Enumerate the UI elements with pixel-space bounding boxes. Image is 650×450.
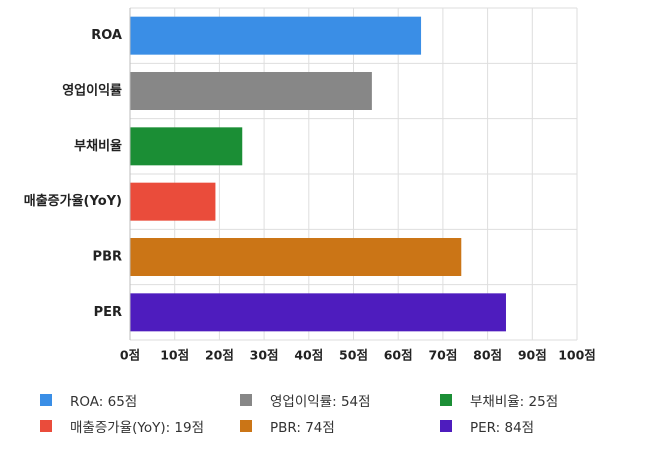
x-tick-label: 80점 — [473, 348, 502, 363]
bar — [130, 293, 506, 332]
legend-label: ROA: 65점 — [70, 394, 138, 410]
legend-item: 부채비율: 25점 — [440, 390, 640, 410]
category-label: 영업이익률 — [62, 83, 122, 99]
category-label: PER — [94, 305, 122, 320]
category-label: 매출증가율(YoY) — [24, 193, 122, 209]
legend-item: PER: 84점 — [440, 416, 640, 436]
x-tick-label: 60점 — [384, 348, 413, 363]
grid-lines — [129, 7, 578, 341]
legend-item: ROA: 65점 — [40, 390, 240, 410]
value-axis: 0점 10점 20점 30점 40점 50점 60점 70점 80점 90점 100점 — [120, 348, 596, 363]
legend-swatch — [440, 394, 452, 406]
category-label: 부채비율 — [74, 138, 122, 154]
x-tick-label: 20점 — [205, 348, 234, 363]
x-tick-label: 30점 — [250, 348, 279, 363]
legend-swatch — [40, 394, 52, 406]
x-tick-label: 0점 — [120, 348, 140, 363]
bar — [130, 127, 243, 166]
x-tick-label: 40점 — [294, 348, 323, 363]
legend-item: 매출증가율(YoY): 19점 — [40, 416, 240, 436]
bar — [130, 16, 422, 55]
x-tick-label: 100점 — [558, 348, 596, 363]
legend-label: PER: 84점 — [470, 420, 535, 436]
legend-swatch — [440, 420, 452, 432]
legend-label: 매출증가율(YoY): 19점 — [70, 420, 205, 436]
bar-series — [130, 16, 506, 332]
legend-label: 영업이익률: 54점 — [270, 394, 371, 410]
legend-swatch — [40, 420, 52, 432]
x-tick-label: 10점 — [160, 348, 189, 363]
x-tick-label: 70점 — [428, 348, 457, 363]
bar — [130, 238, 462, 276]
legend-swatch — [240, 394, 252, 406]
legend-label: PBR: 74점 — [270, 420, 335, 436]
bar — [130, 182, 216, 221]
x-tick-label: 90점 — [518, 348, 547, 363]
category-label: ROA — [91, 28, 122, 43]
legend-item: PBR: 74점 — [240, 416, 440, 436]
legend-item: 영업이익률: 54점 — [240, 390, 440, 410]
legend-label: 부채비율: 25점 — [470, 394, 559, 410]
category-label: PBR — [93, 250, 122, 265]
x-tick-label: 50점 — [339, 348, 368, 363]
legend-swatch — [240, 420, 252, 432]
bar — [130, 72, 372, 110]
